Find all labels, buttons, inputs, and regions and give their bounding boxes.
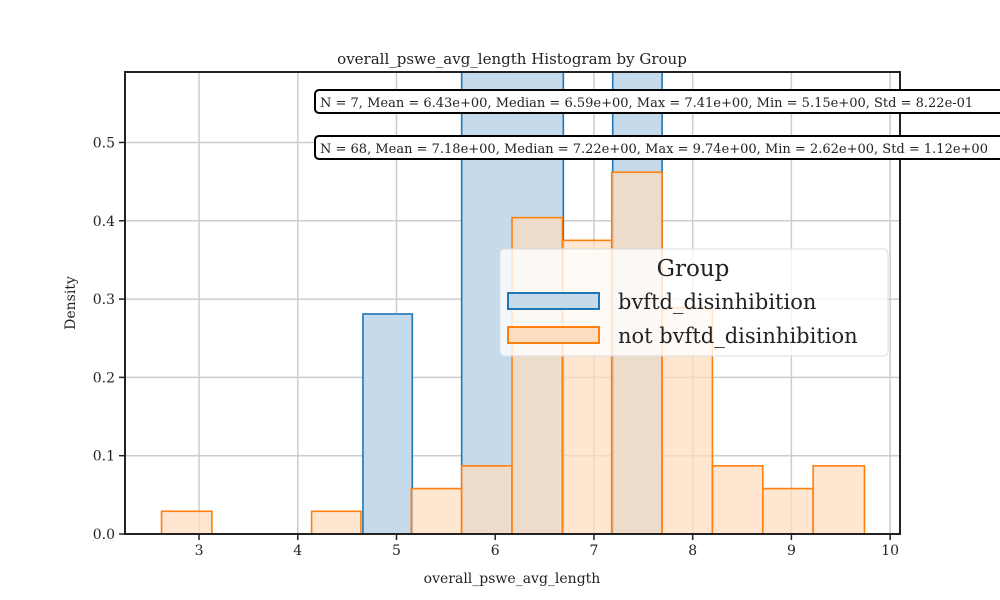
x-tick-label: 7	[589, 543, 598, 559]
stats-annotation-text: N = 68, Mean = 7.18e+00, Median = 7.22e+…	[320, 142, 988, 157]
x-tick-label: 4	[293, 543, 302, 559]
stats-annotation-box	[314, 89, 1000, 114]
x-tick-label: 8	[688, 543, 697, 559]
legend-swatch	[507, 292, 600, 310]
x-tick-label: 6	[491, 543, 500, 559]
histogram-bar-not-bvftd	[460, 465, 513, 534]
y-tick-label: 0.2	[93, 370, 115, 386]
plot-frame	[124, 71, 901, 535]
stats-annotation-box	[314, 135, 1000, 160]
x-tick-label: 10	[881, 543, 899, 559]
histogram-bar-bvftd	[362, 313, 414, 534]
x-axis-label: overall_pswe_avg_length	[424, 571, 601, 587]
y-tick-label: 0.1	[93, 449, 115, 465]
y-tick-label: 0.3	[93, 292, 115, 308]
stats-annotation-text: N = 7, Mean = 6.43e+00, Median = 6.59e+0…	[320, 96, 973, 111]
stats-annotations: N = 7, Mean = 6.43e+00, Median = 6.59e+0…	[314, 89, 1000, 160]
legend-swatch	[507, 326, 600, 344]
y-tick-label: 0.0	[93, 527, 115, 543]
y-tick-label: 0.4	[93, 214, 115, 230]
x-tick-label: 5	[392, 543, 401, 559]
histogram-bar-not-bvftd	[160, 510, 213, 534]
x-tick-label: 9	[787, 543, 796, 559]
histogram-bar-not-bvftd	[761, 487, 814, 534]
chart-title: overall_pswe_avg_length Histogram by Gro…	[337, 50, 687, 68]
y-tick-label: 0.5	[93, 135, 115, 151]
histogram-bar-not-bvftd	[410, 487, 463, 534]
axis-ticks: 3 4 5 6 7 8 9 10 0.0 0.1 0.2 0.3 0.4 0.5	[93, 135, 899, 559]
x-tick-label: 3	[195, 543, 204, 559]
legend-title: Group	[657, 256, 730, 282]
histogram-bar-not-bvftd	[310, 510, 362, 534]
histogram-bar-not-bvftd	[812, 465, 866, 534]
legend-entry-label: not bvftd_disinhibition	[618, 324, 858, 348]
y-axis-label: Density	[63, 276, 79, 330]
legend-entry-label: bvftd_disinhibition	[618, 290, 816, 314]
histogram-bar-not-bvftd	[711, 465, 764, 534]
